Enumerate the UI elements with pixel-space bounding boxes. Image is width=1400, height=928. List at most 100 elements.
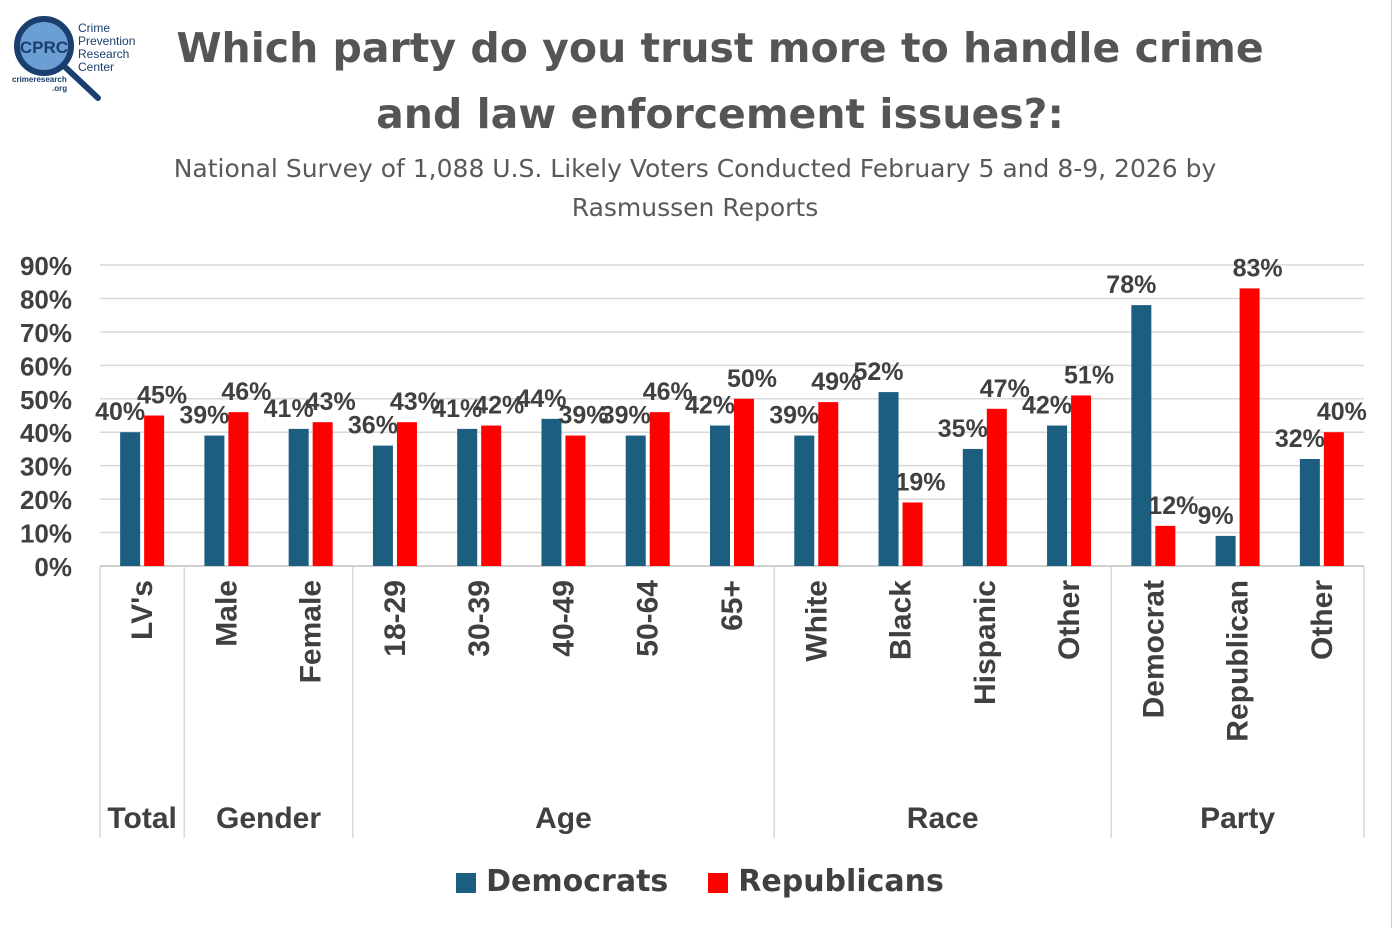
y-tick-label: 0% <box>34 552 72 582</box>
data-label: 78% <box>1106 271 1156 299</box>
category-label: White <box>800 580 833 662</box>
data-label: 19% <box>896 468 946 496</box>
y-tick-label: 40% <box>20 418 72 448</box>
data-label: 39% <box>558 402 608 430</box>
category-label: 30-39 <box>463 580 496 657</box>
svg-text:Research: Research <box>78 47 129 61</box>
category-label: Hispanic <box>969 580 1002 705</box>
right-edge-line <box>1391 0 1392 928</box>
bar-democrats <box>962 448 983 566</box>
data-label: 49% <box>811 368 861 396</box>
group-label: Age <box>535 802 592 835</box>
bar-republicans <box>565 435 586 566</box>
bar-republicans <box>902 502 923 566</box>
legend-label-democrats: Democrats <box>486 864 669 899</box>
data-label: 46% <box>221 378 271 406</box>
bar-republicans <box>481 425 502 566</box>
bar-democrats <box>878 392 899 566</box>
y-tick-label: 50% <box>20 385 72 415</box>
data-label: 40% <box>1317 398 1367 426</box>
data-label: 51% <box>1064 361 1114 389</box>
chart-subtitle-line2: Rasmussen Reports <box>571 193 819 222</box>
bar-republicans <box>734 398 754 566</box>
category-label: Democrat <box>1137 580 1170 718</box>
category-label: 65+ <box>716 580 749 631</box>
bar-democrats <box>372 445 393 566</box>
legend-label-republicans: Republicans <box>738 864 944 899</box>
legend-item-republicans: Republicans <box>708 864 944 899</box>
bar-republicans <box>228 412 249 566</box>
data-label: 44% <box>516 385 566 413</box>
svg-text:.org: .org <box>52 84 67 93</box>
category-label: LV's <box>126 580 159 640</box>
y-tick-label: 10% <box>20 519 72 549</box>
data-label: 83% <box>1233 254 1283 282</box>
data-label: 39% <box>179 402 229 430</box>
republicans-swatch <box>708 872 729 893</box>
data-label: 46% <box>643 378 693 406</box>
svg-text:Crime: Crime <box>78 21 110 35</box>
data-label: 43% <box>390 388 440 416</box>
bar-republicans <box>1071 395 1092 566</box>
cprc-logo: CPRC Crime Prevention Research Center cr… <box>12 16 135 101</box>
data-label: 32% <box>1275 425 1325 453</box>
y-tick-label: 70% <box>20 318 72 348</box>
svg-text:Prevention: Prevention <box>78 34 135 48</box>
bar-democrats <box>1047 425 1068 566</box>
legend: Democrats Republicans <box>0 864 1400 899</box>
bar-republicans <box>986 408 1007 566</box>
bar-republicans <box>649 412 670 566</box>
bar-democrats <box>710 425 730 566</box>
democrats-swatch <box>456 872 477 893</box>
category-label: Female <box>295 580 328 683</box>
bar-democrats <box>1299 458 1320 566</box>
data-label: 41% <box>264 395 314 423</box>
bar-republicans <box>1239 288 1260 566</box>
bar-democrats <box>204 435 225 566</box>
data-label: 47% <box>980 375 1030 403</box>
chart-title-line1: Which party do you trust more to handle … <box>176 24 1264 72</box>
bar-republicans <box>1155 525 1176 566</box>
svg-text:Center: Center <box>78 60 114 74</box>
chart-subtitle-line1: National Survey of 1,088 U.S. Likely Vot… <box>173 154 1217 183</box>
group-label: Total <box>107 802 176 835</box>
bar-democrats <box>120 432 141 566</box>
data-label: 39% <box>769 402 819 430</box>
svg-text:crimeresearch: crimeresearch <box>12 75 67 84</box>
group-label: Party <box>1200 802 1275 835</box>
bar-republicans <box>144 415 165 566</box>
chart-title-line2: and law enforcement issues?: <box>376 90 1064 138</box>
category-label: Other <box>1053 580 1086 660</box>
category-label: 50-64 <box>632 580 665 657</box>
bar-democrats <box>625 435 646 566</box>
data-label: 50% <box>727 365 777 393</box>
data-label: 52% <box>854 358 904 386</box>
category-label: 18-29 <box>379 580 412 657</box>
bar-democrats <box>1131 305 1152 566</box>
category-label: 40-49 <box>547 580 580 657</box>
bar-democrats <box>1215 535 1236 566</box>
y-tick-label: 90% <box>20 251 72 281</box>
data-label: 45% <box>137 382 187 410</box>
bar-republicans <box>1323 432 1344 566</box>
y-tick-label: 80% <box>20 284 72 314</box>
bar-democrats <box>541 418 562 566</box>
bar-democrats <box>288 428 309 566</box>
data-label: 42% <box>474 392 524 420</box>
bar-republicans <box>818 402 839 566</box>
group-label: Gender <box>216 802 321 835</box>
group-label: Race <box>907 802 979 835</box>
bar-democrats <box>794 435 815 566</box>
category-label: Other <box>1306 580 1339 660</box>
data-label: 40% <box>95 398 145 426</box>
y-tick-label: 60% <box>20 351 72 381</box>
data-label: 39% <box>601 402 651 430</box>
data-label: 36% <box>348 412 398 440</box>
legend-item-democrats: Democrats <box>456 864 668 899</box>
bar-republicans <box>312 422 333 566</box>
category-label: Male <box>210 580 243 647</box>
data-label: 42% <box>1022 392 1072 420</box>
data-label: 9% <box>1198 502 1234 530</box>
y-tick-label: 30% <box>20 452 72 482</box>
svg-text:CPRC: CPRC <box>20 38 68 57</box>
